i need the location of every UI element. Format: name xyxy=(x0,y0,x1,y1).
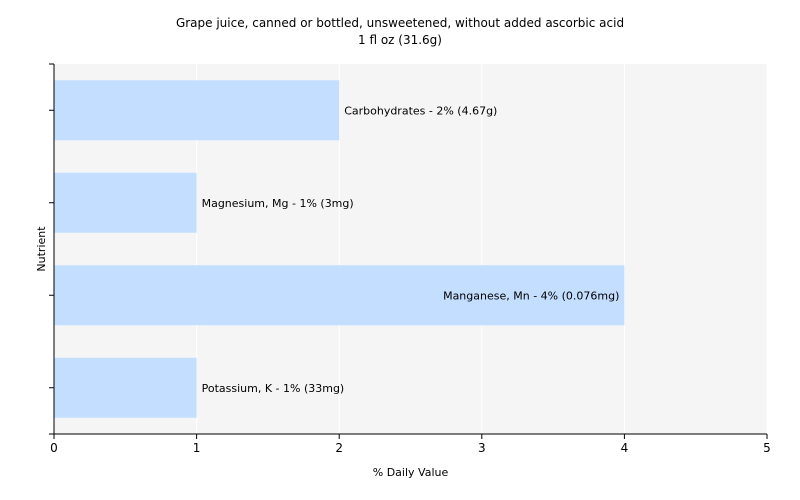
x-tick-label: 4 xyxy=(621,441,629,455)
axes: 0 1 2 3 4 5 xyxy=(49,63,771,455)
x-tick-label: 0 xyxy=(50,441,58,455)
x-axis-title: % Daily Value xyxy=(373,466,449,479)
x-tick-label: 3 xyxy=(478,441,486,455)
bar-label: Potassium, K - 1% (33mg) xyxy=(202,382,345,395)
bar-label: Carbohydrates - 2% (4.67g) xyxy=(344,104,497,117)
bar-label: Manganese, Mn - 4% (0.076mg) xyxy=(443,289,619,302)
x-tick-label: 1 xyxy=(193,441,201,455)
chart-subtitle: 1 fl oz (31.6g) xyxy=(358,33,442,47)
bars: Carbohydrates - 2% (4.67g) Magnesium, Mg … xyxy=(54,80,625,418)
bar-label: Magnesium, Mg - 1% (3mg) xyxy=(202,197,354,210)
bar xyxy=(54,265,625,326)
chart-title: Grape juice, canned or bottled, unsweete… xyxy=(175,16,625,30)
bar xyxy=(54,80,340,141)
x-tick-label: 5 xyxy=(763,441,771,455)
bar xyxy=(54,172,197,233)
y-axis-title: Nutrient xyxy=(35,226,48,272)
x-tick-label: 2 xyxy=(335,441,343,455)
bar xyxy=(54,357,197,418)
